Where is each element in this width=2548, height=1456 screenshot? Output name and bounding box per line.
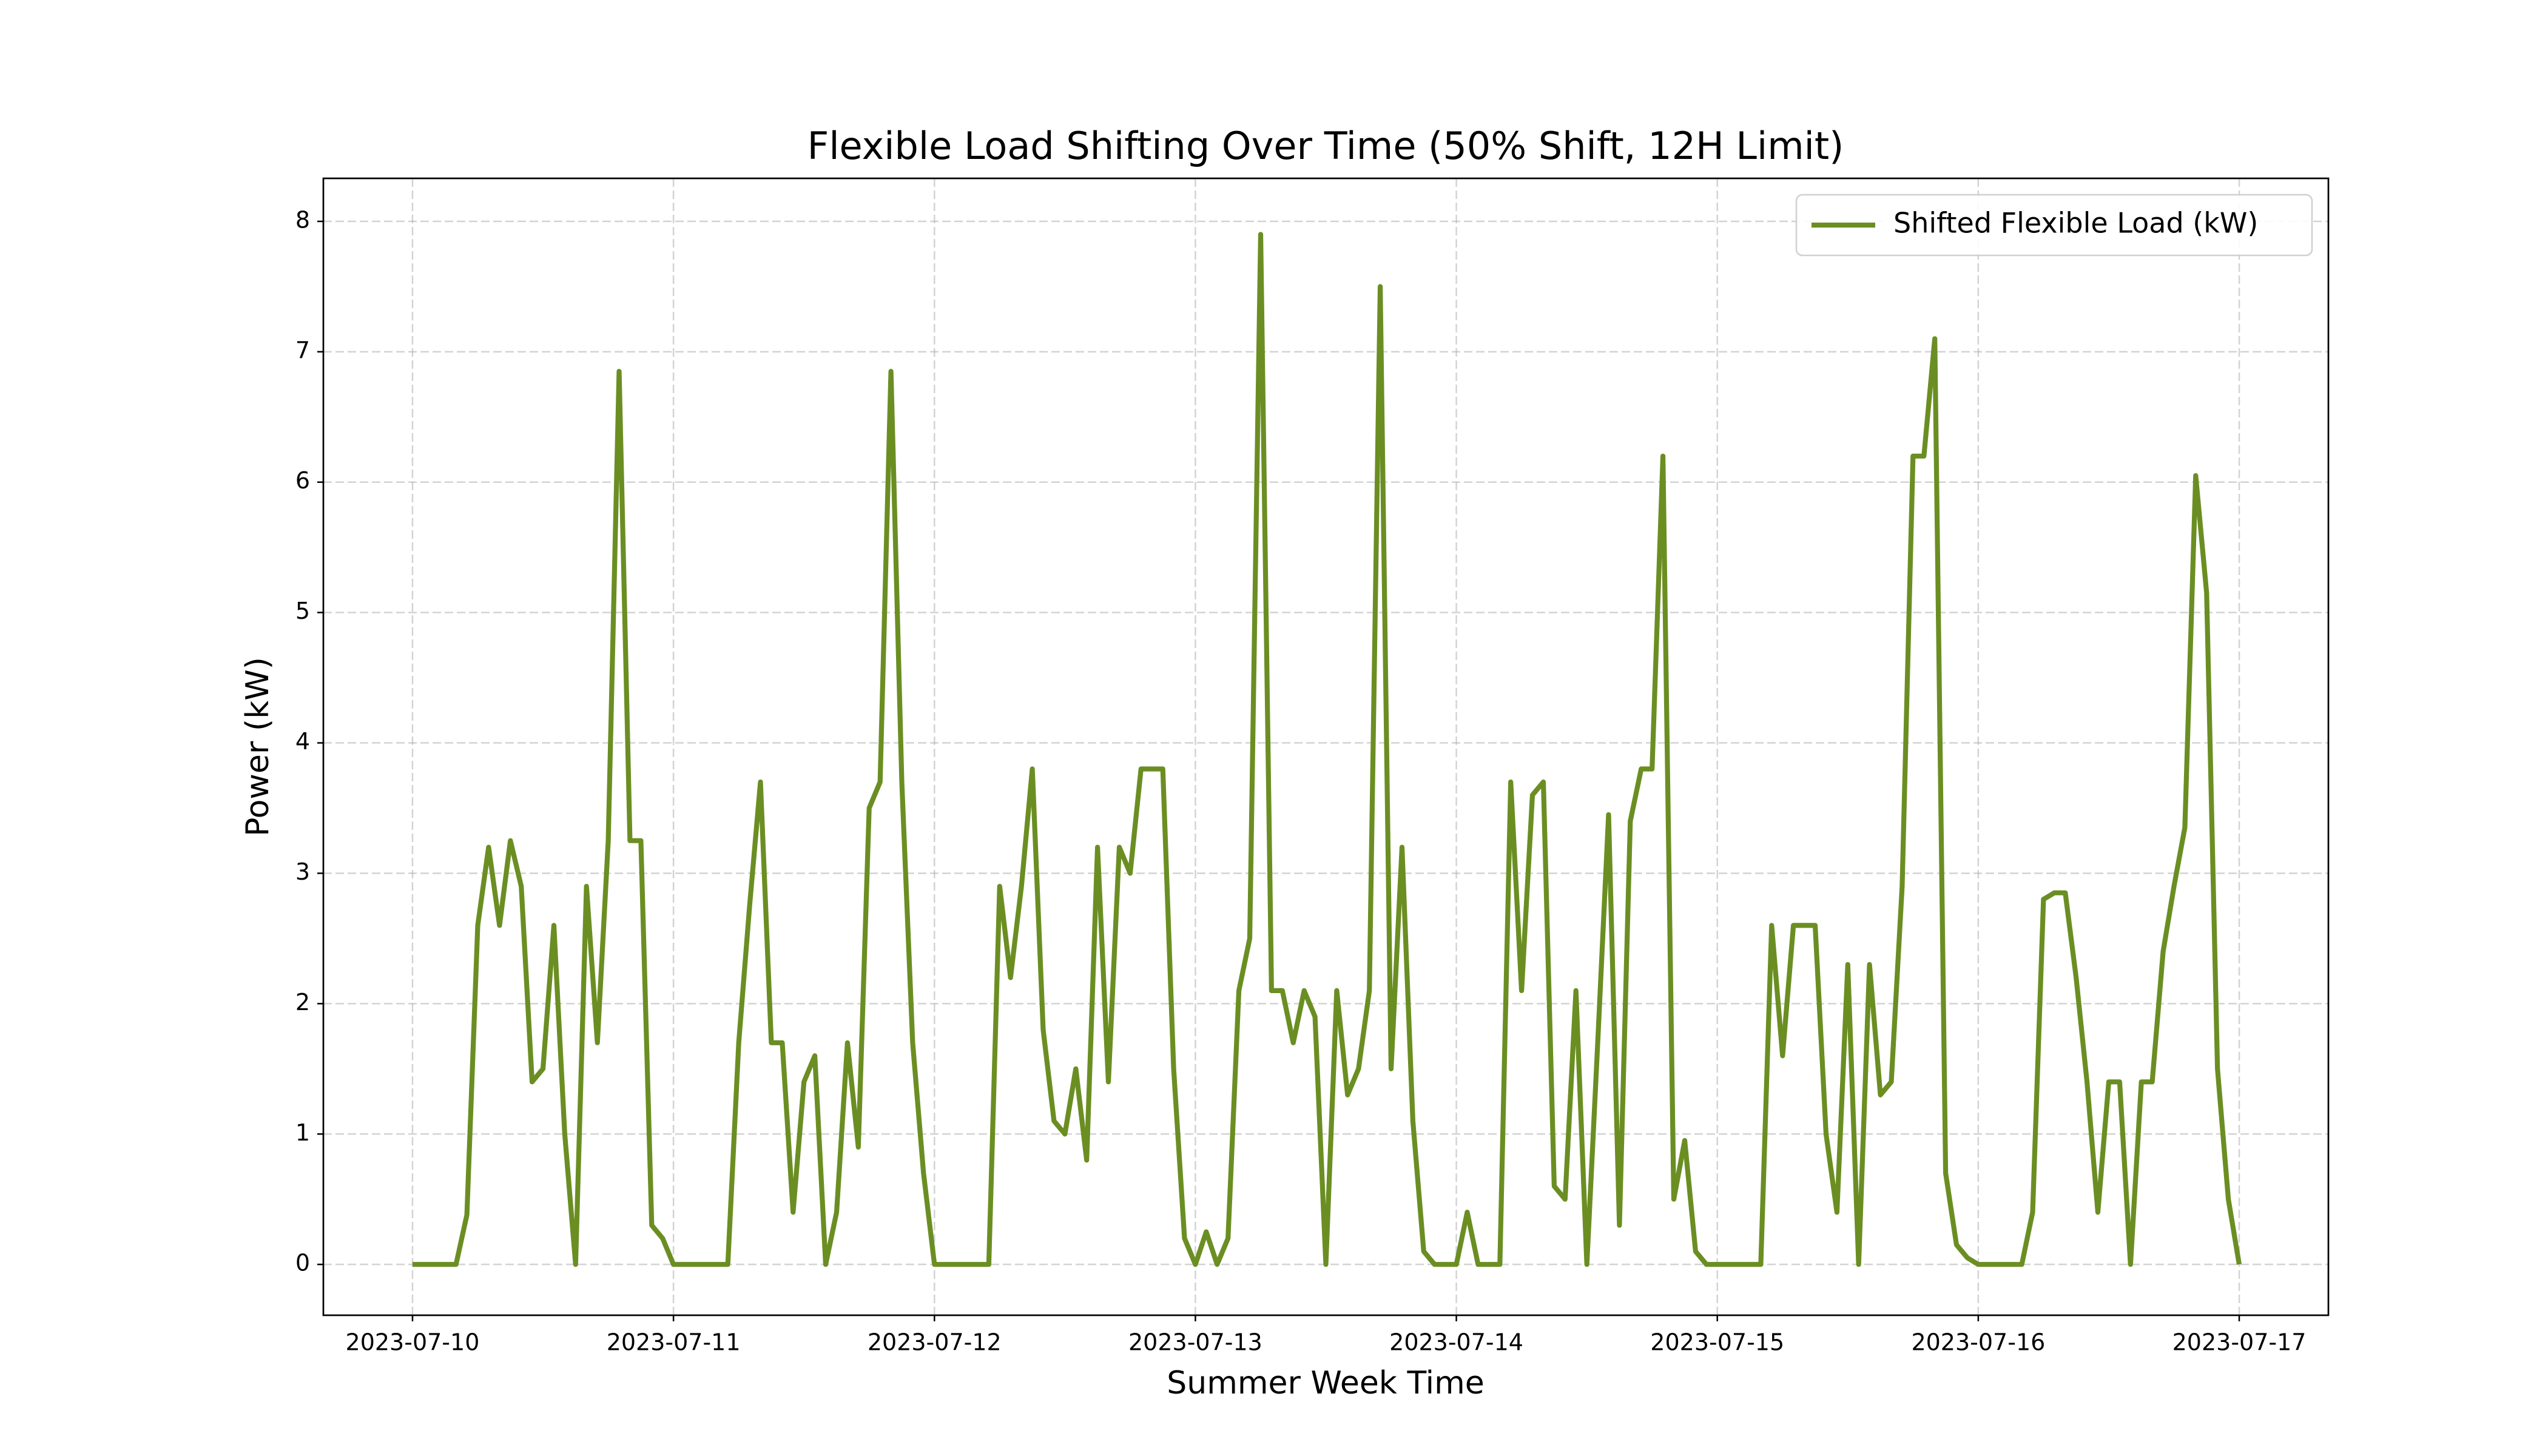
y-tick-label: 4 xyxy=(295,728,310,755)
x-tick-label: 2023-07-17 xyxy=(2172,1329,2307,1356)
y-tick-label: 7 xyxy=(295,337,310,363)
legend-label: Shifted Flexible Load (kW) xyxy=(1893,207,2258,240)
x-axis-label: Summer Week Time xyxy=(1167,1365,1484,1401)
x-tick-label: 2023-07-15 xyxy=(1650,1329,1784,1356)
y-tick-label: 2 xyxy=(295,989,310,1016)
x-tick-label: 2023-07-12 xyxy=(868,1329,1002,1356)
legend: Shifted Flexible Load (kW) xyxy=(1795,194,2313,257)
y-tick-label: 1 xyxy=(295,1119,310,1146)
y-axis-label: Power (kW) xyxy=(240,657,276,837)
x-tick-label: 2023-07-11 xyxy=(607,1329,741,1356)
y-tick-label: 8 xyxy=(295,206,310,233)
y-tick-label: 6 xyxy=(295,467,310,494)
data-line xyxy=(413,232,2242,1267)
chart-title: Flexible Load Shifting Over Time (50% Sh… xyxy=(807,124,1844,168)
legend-box xyxy=(1795,194,2313,257)
y-tick-label: 3 xyxy=(295,858,310,885)
x-tick-label: 2023-07-14 xyxy=(1389,1329,1523,1356)
x-tick-label: 2023-07-16 xyxy=(1911,1329,2045,1356)
y-tick-label: 5 xyxy=(295,598,310,624)
x-tick-label: 2023-07-10 xyxy=(346,1329,480,1356)
y-tick-label: 0 xyxy=(295,1250,310,1276)
x-tick-label: 2023-07-13 xyxy=(1128,1329,1262,1356)
plot-frame xyxy=(322,177,2330,1316)
